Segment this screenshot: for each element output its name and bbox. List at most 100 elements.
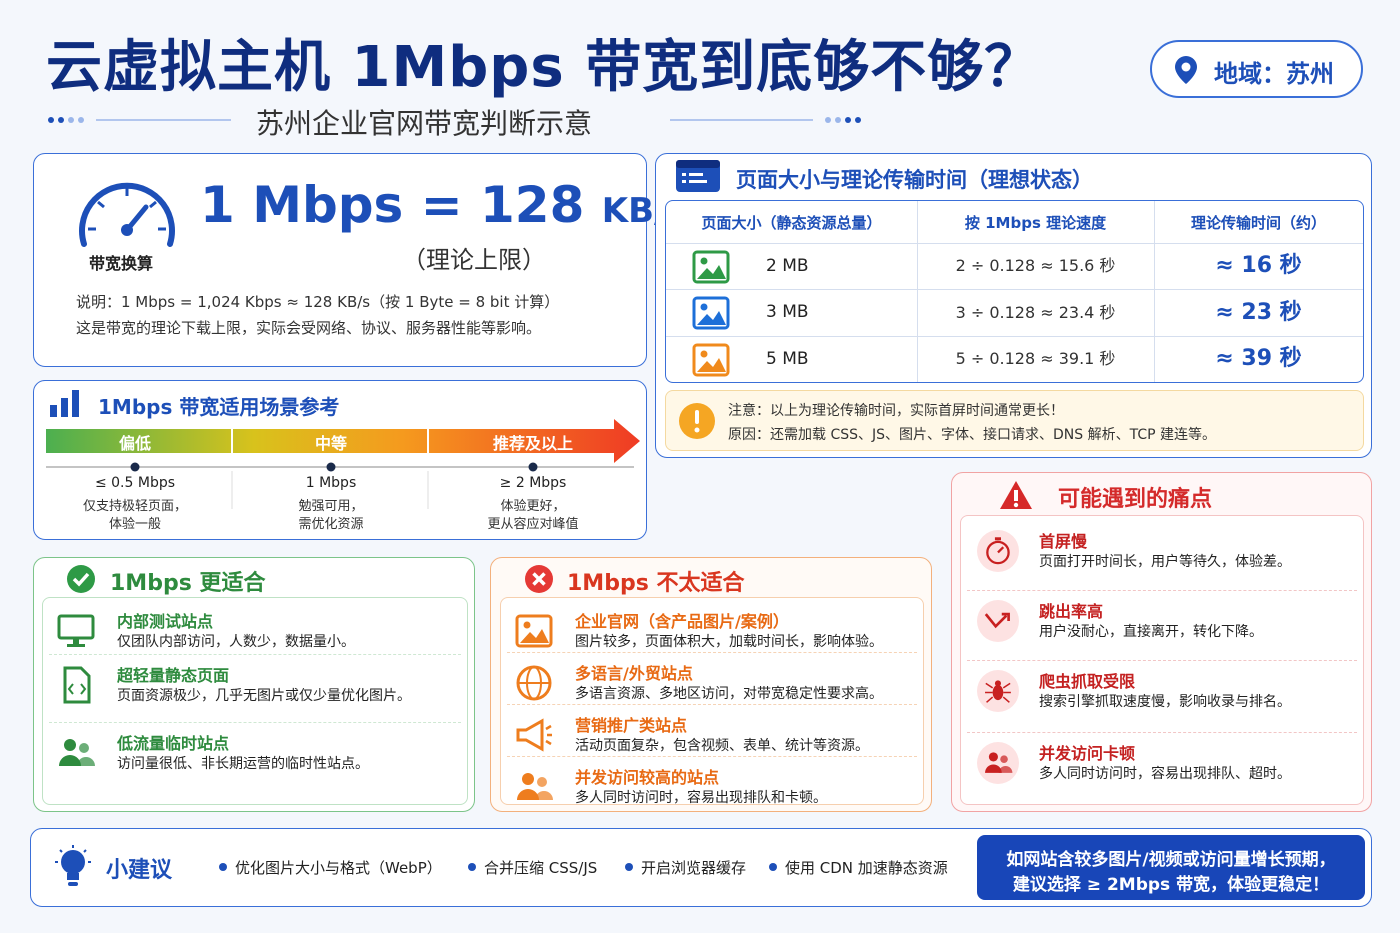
- item-divider: [967, 732, 1357, 733]
- scenario-card: 1Mbps 带宽适用场景参考 偏低 ≤ 0.5 Mbps 仅支持极轻页面， 体验一般 中…: [33, 380, 647, 540]
- level-speed: ≥ 2 Mbps: [499, 475, 567, 491]
- table-cell: 5 MB: [766, 349, 809, 369]
- explain-line: 这是带宽的理论下载上限，实际会受网络、协议、服务器性能等影响。: [76, 319, 542, 337]
- tip-item: 开启浏览器缓存: [641, 859, 747, 877]
- image-icon: [692, 343, 730, 377]
- notice-line: 注意：以上为理论传输时间，实际首屏时间通常更长！: [728, 403, 1064, 419]
- level-desc: 更从容应对峰值: [487, 517, 579, 532]
- tip-bullet: [769, 863, 777, 871]
- deco-line: [48, 117, 231, 123]
- table-cell: 2 ÷ 0.128 ≈ 15.6 秒: [955, 256, 1116, 275]
- tip-item: 合并压缩 CSS/JS: [484, 859, 598, 877]
- gauge-label: 带宽换算: [89, 254, 154, 273]
- tip-bullet: [468, 863, 476, 871]
- item-desc: 多语言资源、多地区访问，对带宽稳定性要求高。: [575, 686, 883, 702]
- alert-icon: [1000, 481, 1032, 509]
- check-icon: [67, 565, 95, 593]
- timer-icon: [977, 530, 1019, 572]
- unsuitable-title: 1Mbps 不太适合: [567, 571, 745, 596]
- tip-item: 使用 CDN 加速静态资源: [785, 859, 948, 877]
- item-title: 营销推广类站点: [575, 716, 688, 735]
- item-desc: 多人同时访问时，容易出现排队、超时。: [1039, 766, 1291, 782]
- pain-list: 首屏慢页面打开时间长，用户等待久，体验差。 跳出率高用户没耐心，直接离开，转化下降…: [960, 515, 1364, 805]
- table-cell: 3 MB: [766, 302, 809, 322]
- explain-line: 说明：1 Mbps = 1,024 Kbps ≈ 128 KB/s（按 1 By…: [76, 293, 560, 311]
- globe-icon: [516, 665, 552, 701]
- unsuitable-list: 企业官网（含产品图片/案例） 图片较多，页面体积大，加载时间长，影响体验。 多语言/…: [500, 597, 924, 806]
- level-speed: ≤ 0.5 Mbps: [94, 475, 176, 491]
- deco-line: [670, 117, 861, 123]
- image-icon: [515, 614, 553, 648]
- table-cell: 5 ÷ 0.128 ≈ 39.1 秒: [955, 349, 1116, 368]
- level-label: 偏低: [118, 434, 151, 453]
- table-cell: ≈ 16 秒: [1215, 253, 1302, 278]
- item-desc: 页面打开时间长，用户等待久，体验差。: [1039, 554, 1291, 570]
- suitable-list: 内部测试站点 仅团队内部访问，人数少，数据量小。 超轻量静态页面 页面资源极少，几乎无…: [42, 597, 468, 805]
- item-desc: 图片较多，页面体积大，加载时间长，影响体验。: [575, 634, 883, 650]
- x-icon: [525, 565, 553, 593]
- item-divider: [49, 654, 461, 655]
- item-title: 跳出率高: [1039, 602, 1104, 621]
- tips-bar: 小建议 优化图片大小与格式（WebP） 合并压缩 CSS/JS 开启浏览器缓存 使用 …: [30, 828, 1372, 907]
- notice-box: 注意：以上为理论传输时间，实际首屏时间通常更长！ 原因：还需加载 CSS、JS、…: [665, 390, 1364, 451]
- level-desc: 体验一般: [108, 517, 161, 532]
- item-divider: [967, 660, 1357, 661]
- item-title: 并发访问较高的站点: [575, 768, 720, 787]
- region-text: 地域：苏州: [1214, 60, 1334, 88]
- callout: 如网站含较多图片/视频或访问量增长预期， 建议选择 ≥ 2Mbps 带宽，体验更…: [977, 835, 1365, 900]
- monitor-icon: [57, 614, 95, 647]
- item-desc: 访问量很低、非长期运营的临时性站点。: [117, 756, 369, 772]
- suitable-card: 1Mbps 更适合 内部测试站点 仅团队内部访问，人数少，数据量小。 超轻量静态页面…: [33, 557, 475, 812]
- users-icon: [59, 739, 95, 766]
- unsuitable-card: 1Mbps 不太适合 企业官网（含产品图片/案例） 图片较多，页面体积大，加载时间…: [490, 557, 932, 812]
- region-pill: 地域：苏州: [1150, 40, 1363, 98]
- row-divider: [666, 289, 1363, 290]
- main-title: 云虚拟主机 1Mbps 带宽到底够不够？: [46, 35, 1042, 100]
- item-title: 多语言/外贸站点: [575, 664, 693, 683]
- level-label: 推荐及以上: [492, 434, 573, 453]
- scenario-scale: [46, 419, 640, 509]
- item-title: 爬虫抓取受限: [1039, 672, 1136, 691]
- col-divider: [1154, 201, 1155, 382]
- row-divider: [666, 243, 1363, 244]
- bulb-icon: [55, 845, 91, 886]
- table-cell: ≈ 39 秒: [1215, 346, 1302, 371]
- item-title: 企业官网（含产品图片/案例）: [575, 612, 789, 631]
- scenario-title: 1Mbps 带宽适用场景参考: [98, 395, 340, 419]
- pain-card: 可能遇到的痛点 首屏慢页面打开时间长，用户等待久，体验差。 跳出率高用户没耐心，直…: [951, 472, 1372, 812]
- col-divider: [917, 201, 918, 382]
- suitable-title: 1Mbps 更适合: [110, 571, 266, 596]
- image-icon: [692, 296, 730, 330]
- table-title: 页面大小与理论传输时间（理想状态）: [736, 168, 1093, 192]
- table-cell: ≈ 23 秒: [1215, 300, 1302, 325]
- item-title: 首屏慢: [1039, 532, 1088, 551]
- tips-title: 小建议: [106, 858, 173, 883]
- item-divider: [507, 652, 917, 653]
- item-divider: [49, 722, 461, 723]
- item-desc: 多人同时访问时，容易出现排队和卡顿。: [575, 790, 827, 806]
- users-icon: [517, 773, 553, 800]
- table-header-cell: 页面大小（静态资源总量）: [701, 213, 882, 232]
- callout-line: 如网站含较多图片/视频或访问量增长预期，: [1006, 850, 1336, 870]
- level-desc: 勉强可用，: [298, 499, 364, 514]
- table-cell: 3 ÷ 0.128 ≈ 23.4 秒: [955, 303, 1116, 322]
- item-title: 超轻量静态页面: [117, 666, 230, 685]
- pain-title: 可能遇到的痛点: [1058, 487, 1213, 512]
- item-desc: 用户没耐心，直接离开，转化下降。: [1039, 624, 1263, 640]
- table-header-cell: 理论传输时间（约）: [1190, 213, 1326, 232]
- file-icon: [63, 666, 91, 704]
- formula-note: （理论上限）: [402, 246, 546, 274]
- level-label: 中等: [314, 434, 347, 453]
- item-desc: 活动页面复杂，包含视频、表单、统计等资源。: [575, 738, 869, 754]
- level-desc: 仅支持极轻页面，: [82, 499, 187, 514]
- table-header-cell: 按 1Mbps 理论速度: [964, 213, 1107, 232]
- tip-bullet: [625, 863, 633, 871]
- bounce-icon: [977, 600, 1019, 642]
- level-desc: 体验更好，: [500, 499, 566, 514]
- subtitle: 苏州企业官网带宽判断示意: [256, 107, 593, 140]
- item-title: 低流量临时站点: [117, 734, 230, 753]
- item-desc: 页面资源极少，几乎无图片或仅少量优化图片。: [117, 688, 411, 704]
- level-desc: 需优化资源: [298, 517, 364, 532]
- warn-icon: [679, 403, 715, 439]
